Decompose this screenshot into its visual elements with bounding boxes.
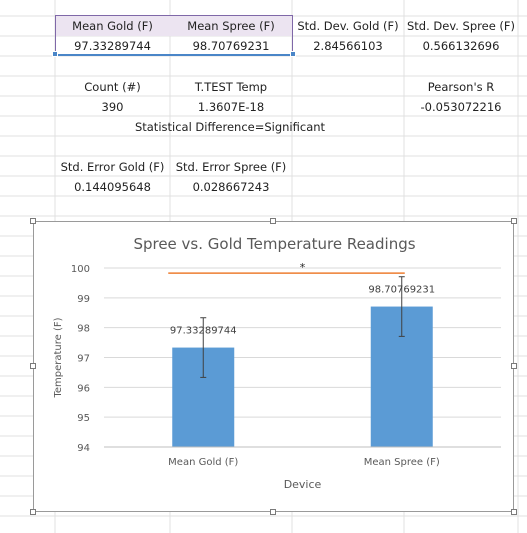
bar-chart: Spree vs. Gold Temperature Readings 94 95 9… — [53, 235, 501, 491]
cell-ttest-value[interactable]: 1.3607E-18 — [197, 100, 265, 114]
chart-resize-handle-tr[interactable] — [511, 218, 517, 224]
cell-pearson-label[interactable]: Pearson's R — [427, 80, 495, 94]
chart-title: Spree vs. Gold Temperature Readings — [133, 235, 415, 253]
significance-marker: * — [300, 261, 306, 274]
cell-count-value[interactable]: 390 — [101, 100, 124, 114]
cell-value-std-gold[interactable]: 2.84566103 — [313, 39, 383, 53]
cell-se-gold-value[interactable]: 0.144095648 — [74, 180, 151, 194]
x-tick-label: Mean Spree (F) — [364, 457, 440, 468]
cell-header-std-spree[interactable]: Std. Dev. Spree (F) — [406, 19, 516, 33]
cell-value-std-spree[interactable]: 0.566132696 — [422, 39, 500, 53]
chart-resize-handle-mr[interactable] — [511, 363, 517, 369]
y-tick-label: 100 — [71, 264, 90, 275]
cell-statistical-difference[interactable]: Statistical Difference=Significant — [134, 120, 326, 134]
x-axis-title: Device — [284, 478, 322, 491]
y-tick-label: 94 — [77, 443, 90, 454]
cell-se-spree-label[interactable]: Std. Error Spree (F) — [175, 160, 287, 174]
cell-ttest-label[interactable]: T.TEST Temp — [194, 80, 268, 94]
selection-fill-handle-right[interactable] — [290, 51, 296, 57]
selection-bottom-edge — [55, 54, 293, 56]
cell-header-mean-gold[interactable]: Mean Gold (F) — [55, 16, 170, 36]
selection-fill-handle[interactable] — [52, 51, 58, 57]
cell-header-mean-spree[interactable]: Mean Spree (F) — [170, 16, 292, 36]
cell-se-gold-label[interactable]: Std. Error Gold (F) — [60, 160, 165, 174]
chart-resize-handle-bl[interactable] — [30, 509, 36, 515]
x-tick-label: Mean Gold (F) — [168, 457, 238, 468]
data-label: 97.33289744 — [170, 326, 237, 337]
cell-count-label[interactable]: Count (#) — [84, 80, 141, 94]
chart-resize-handle-ml[interactable] — [30, 363, 36, 369]
y-tick-label: 95 — [77, 413, 90, 424]
y-tick-label: 98 — [77, 324, 90, 335]
data-label: 98.70769231 — [368, 285, 435, 296]
cell-header-std-gold[interactable]: Std. Dev. Gold (F) — [297, 19, 399, 33]
y-tick-label: 96 — [77, 383, 90, 394]
y-tick-label: 99 — [77, 294, 90, 305]
y-tick-label: 97 — [77, 354, 90, 365]
chart-resize-handle-tm[interactable] — [270, 218, 276, 224]
cell-se-spree-value[interactable]: 0.028667243 — [192, 180, 270, 194]
chart-resize-handle-br[interactable] — [511, 509, 517, 515]
chart-object[interactable]: Spree vs. Gold Temperature Readings 94 95 9… — [33, 221, 514, 512]
cell-value-mean-spree[interactable]: 98.70769231 — [192, 39, 270, 53]
y-axis-title: Temperature (F) — [53, 317, 64, 398]
chart-resize-handle-tl[interactable] — [30, 218, 36, 224]
cell-value-mean-gold[interactable]: 97.33289744 — [74, 39, 151, 53]
chart-resize-handle-bm[interactable] — [270, 509, 276, 515]
cell-pearson-value[interactable]: -0.053072216 — [420, 100, 502, 114]
